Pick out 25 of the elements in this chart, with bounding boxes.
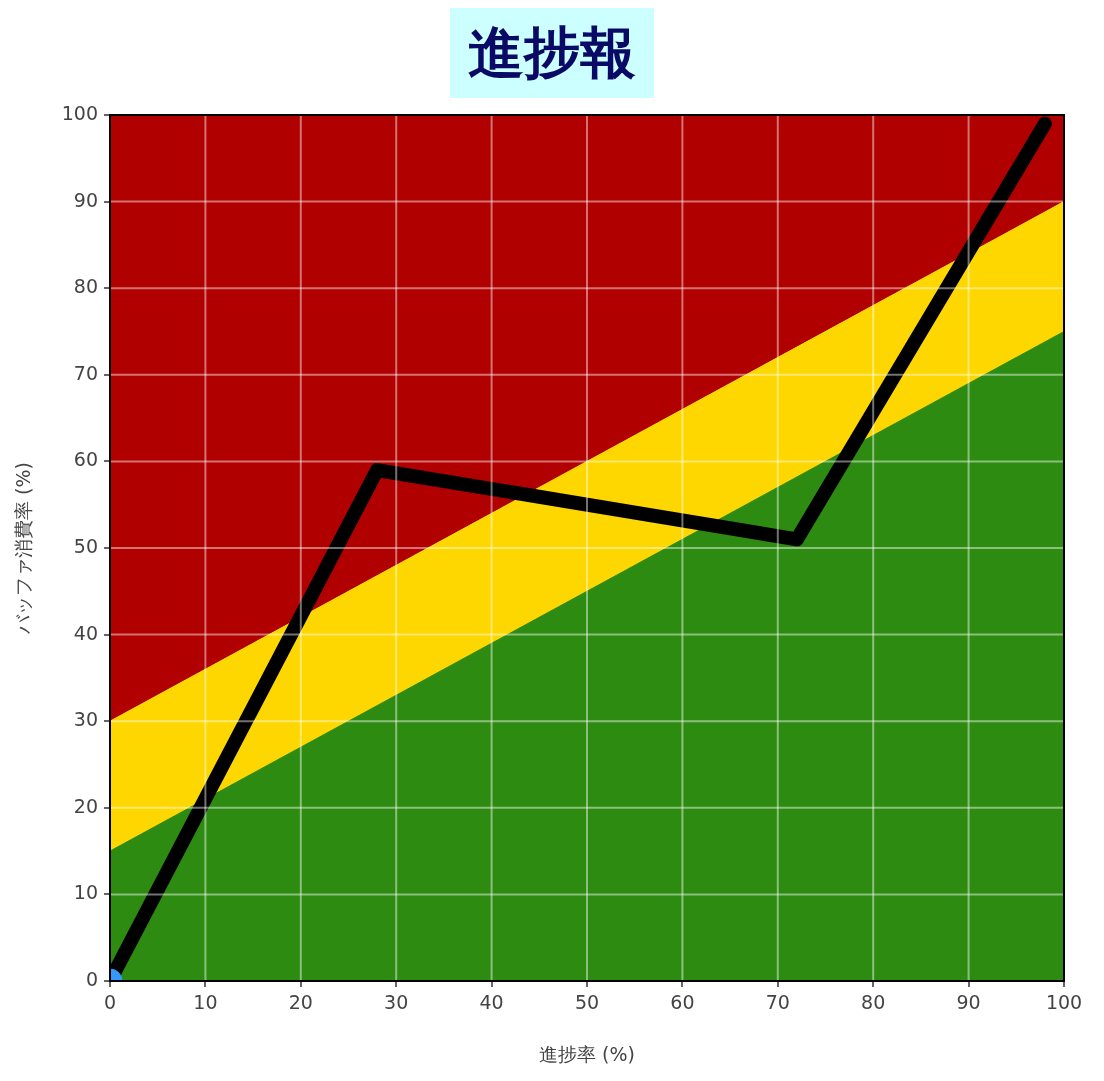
y-tick-label: 30 [73, 708, 98, 731]
x-tick-label: 40 [479, 991, 504, 1014]
y-tick-label: 100 [61, 101, 98, 124]
chart-title: 進捗報 [468, 20, 636, 85]
y-tick-label: 70 [73, 361, 98, 384]
x-tick-label: 50 [574, 991, 600, 1014]
x-tick-label: 70 [765, 991, 790, 1014]
x-tick-label: 60 [670, 991, 695, 1014]
y-tick-label: 50 [73, 534, 98, 557]
y-axis-title: バッファ消費率 (%) [12, 462, 35, 635]
y-tick-label: 10 [73, 881, 98, 904]
y-tick-label: 80 [73, 275, 98, 298]
x-axis-title: 進捗率 (%) [539, 1042, 635, 1065]
x-tick-label: 20 [288, 991, 313, 1014]
x-tick-label: 10 [193, 991, 218, 1014]
y-tick-label: 90 [73, 188, 98, 211]
x-tick-label: 30 [384, 991, 409, 1014]
x-tick-label: 90 [956, 991, 981, 1014]
x-tick-label: 0 [103, 991, 117, 1014]
x-tick-label: 100 [1045, 991, 1083, 1014]
x-tick-label: 80 [861, 991, 886, 1014]
y-tick-label: 60 [73, 448, 98, 471]
y-tick-label: 20 [73, 794, 98, 817]
y-tick-label: 40 [73, 621, 98, 644]
y-tick-label: 0 [85, 967, 98, 990]
